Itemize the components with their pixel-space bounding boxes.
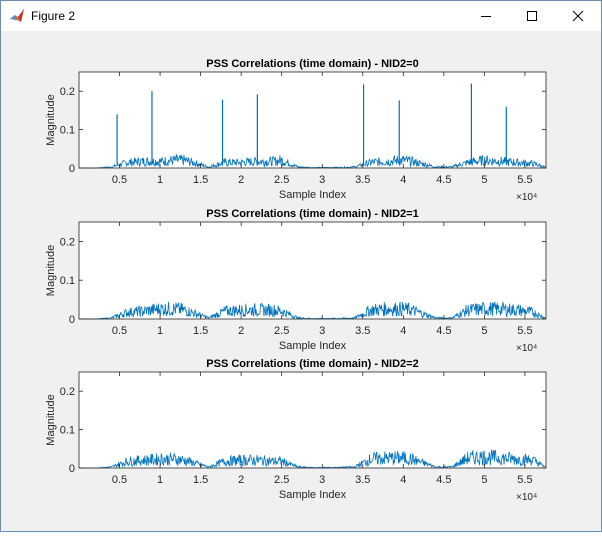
minimize-icon (481, 16, 491, 17)
axes-box (78, 221, 547, 320)
maximize-icon (527, 11, 537, 21)
chart-title: PSS Correlations (time domain) - NID2=1 (206, 208, 418, 220)
plot-area[interactable] (79, 72, 546, 168)
x-tick-label: 0.5 (112, 325, 127, 337)
y-tick-label: 0 (69, 463, 75, 475)
series-line (80, 449, 547, 469)
x-tick-label: 4.5 (436, 325, 451, 337)
x-tick-label: 4.5 (436, 474, 451, 486)
maximize-button[interactable] (509, 1, 555, 31)
window-title: Figure 2 (31, 9, 76, 23)
close-button[interactable] (555, 1, 601, 31)
x-tick-label: 3 (319, 174, 325, 186)
plot-area[interactable] (79, 222, 546, 319)
y-tick-label: 0.1 (60, 125, 75, 137)
x-tick-label: 4.5 (436, 174, 451, 186)
x-tick-label: 2 (238, 474, 244, 486)
y-tick-label: 0.2 (60, 236, 75, 248)
matlab-icon (10, 9, 24, 22)
y-axis-label: Magnitude (45, 94, 57, 145)
x-tick-label: 1.5 (193, 174, 208, 186)
figure-canvas: 0.5 1 1.5 2 2.5 3 3.5 4 4.5 5 5.5 0 0.1 0.2 PSS Correl… (1, 31, 601, 531)
y-tick-label: 0.2 (60, 386, 75, 398)
x-tick-label: 0.5 (112, 474, 127, 486)
axes-box (78, 71, 547, 169)
chart-title: PSS Correlations (time domain) - NID2=2 (206, 358, 418, 370)
x-tick-label: 5.5 (517, 325, 532, 337)
x-tick-label: 2.5 (274, 174, 289, 186)
x-axis-label: Sample Index (279, 489, 347, 501)
close-icon (572, 10, 584, 22)
x-tick-label: 2 (238, 325, 244, 337)
x-axis-label: Sample Index (279, 189, 347, 201)
x-tick-label: 1 (157, 474, 163, 486)
y-tick-label: 0.1 (60, 275, 75, 287)
x-axis-multiplier: ×10⁴ (516, 192, 537, 203)
x-tick-label: 1 (157, 325, 163, 337)
y-axis-label: Magnitude (45, 394, 57, 445)
x-tick-label: 3 (319, 325, 325, 337)
plots-svg: 0.5 1 1.5 2 2.5 3 3.5 4 4.5 5 5.5 0 0.1 0.2 PSS Correl… (45, 58, 547, 503)
x-tick-label: 1.5 (193, 474, 208, 486)
x-axis-label: Sample Index (279, 340, 347, 352)
y-tick-label: 0 (69, 163, 75, 175)
x-tick-label: 4 (400, 174, 406, 186)
x-tick-label: 1.5 (193, 325, 208, 337)
x-tick-label: 3.5 (355, 174, 370, 186)
x-tick-label: 5.5 (517, 174, 532, 186)
chart-title: PSS Correlations (time domain) - NID2=0 (206, 58, 418, 70)
x-tick-label: 0.5 (112, 174, 127, 186)
axes-1[interactable]: 0.5 1 1.5 2 2.5 3 3.5 4 4.5 5 5.5 0 0.1 0.2 PSS Correl… (45, 208, 547, 354)
title-bar[interactable]: Figure 2 (1, 1, 601, 31)
x-tick-label: 5 (481, 474, 487, 486)
y-axis-label: Magnitude (45, 245, 57, 296)
x-tick-label: 4 (400, 325, 406, 337)
x-tick-label: 2.5 (274, 325, 289, 337)
x-tick-label: 5.5 (517, 474, 532, 486)
x-tick-label: 5 (481, 325, 487, 337)
x-tick-label: 3.5 (355, 474, 370, 486)
x-tick-label: 4 (400, 474, 406, 486)
x-tick-label: 2 (238, 174, 244, 186)
axes-box (78, 371, 547, 469)
axes-2[interactable]: 0.5 1 1.5 2 2.5 3 3.5 4 4.5 5 5.5 0 0.1 0.2 PSS Correl… (45, 358, 547, 503)
plot-area[interactable] (79, 372, 546, 468)
x-axis-multiplier: ×10⁴ (516, 492, 537, 503)
x-tick-label: 1 (157, 174, 163, 186)
axes-0[interactable]: 0.5 1 1.5 2 2.5 3 3.5 4 4.5 5 5.5 0 0.1 0.2 PSS Correl… (45, 58, 547, 203)
minimize-button[interactable] (463, 1, 509, 31)
x-tick-label: 2.5 (274, 474, 289, 486)
x-tick-label: 3 (319, 474, 325, 486)
x-tick-label: 5 (481, 174, 487, 186)
y-tick-label: 0.2 (60, 86, 75, 98)
x-tick-label: 3.5 (355, 325, 370, 337)
y-tick-label: 0.1 (60, 425, 75, 437)
x-axis-multiplier: ×10⁴ (516, 343, 537, 354)
y-tick-label: 0 (69, 314, 75, 326)
